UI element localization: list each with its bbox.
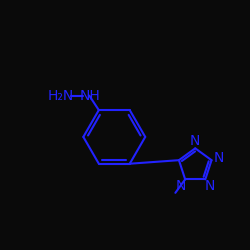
Text: N: N — [190, 134, 200, 148]
Text: NH: NH — [80, 89, 101, 103]
Text: N: N — [176, 178, 186, 192]
Text: H₂N: H₂N — [48, 89, 74, 103]
Text: N: N — [214, 151, 224, 165]
Text: N: N — [204, 178, 215, 192]
